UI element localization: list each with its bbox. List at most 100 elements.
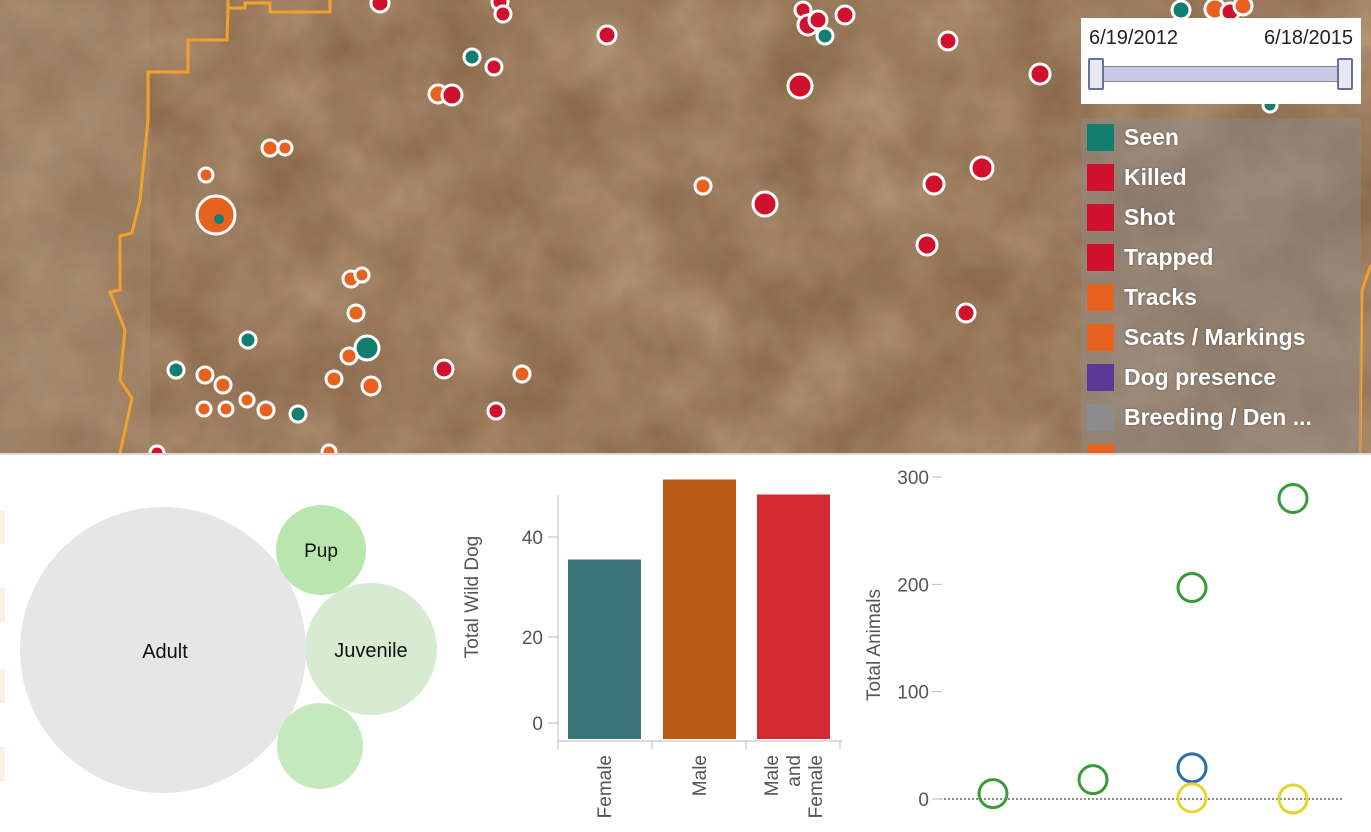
legend-item-shot[interactable]: Shot [1087,202,1175,232]
sighting-marker[interactable] [815,26,835,46]
sighting-marker[interactable] [369,0,391,14]
sighting-marker[interactable] [238,330,258,350]
legend-item-breeding-den[interactable]: Breeding / Den ... [1087,402,1312,432]
sighting-marker[interactable] [512,364,532,384]
sighting-marker[interactable] [693,176,713,196]
sighting-marker[interactable] [751,190,779,218]
sighting-marker[interactable] [360,375,382,397]
sighting-marker[interactable] [969,155,995,181]
legend-label: Scats / Markings [1124,323,1306,350]
sighting-marker[interactable] [1028,62,1052,86]
sighting-marker[interactable] [213,375,233,395]
sighting-marker[interactable] [353,266,371,284]
sighting-marker[interactable] [195,400,213,418]
bubble-pup[interactable] [276,505,366,595]
sighting-marker[interactable] [214,214,224,224]
sighting-marker[interactable] [260,138,280,158]
sighting-marker[interactable] [217,400,235,418]
map-region-west [0,0,150,453]
bar-x-label-word: Female [595,755,616,818]
sighting-marker[interactable] [922,172,946,196]
bar-male[interactable] [663,479,736,740]
sighting-marker[interactable] [433,358,455,380]
legend-swatch [1087,323,1114,351]
scatter-y-axis-title: Total Animals [864,589,885,701]
sighting-marker[interactable] [339,346,359,366]
sighting-marker[interactable] [484,57,504,77]
scatter-point[interactable] [977,778,1009,810]
scatter-point[interactable] [1077,764,1109,796]
sighting-marker[interactable] [1232,0,1254,17]
legend-item-scats-markings[interactable]: Scats / Markings [1087,322,1306,352]
date-range-filter[interactable]: 6/19/2012 6/18/2015 [1081,18,1361,104]
sighting-marker[interactable] [148,444,166,453]
date-slider-end-handle[interactable] [1337,58,1353,90]
sighting-marker[interactable] [288,404,308,424]
sighting-marker[interactable] [493,4,513,24]
legend-label: Trapped [1124,243,1214,270]
sighting-marker[interactable] [195,365,215,385]
sighting-marker[interactable] [276,139,294,157]
sighting-marker[interactable] [807,9,829,31]
sighting-marker[interactable] [353,334,381,362]
bar-y-tick-label: 40 [522,528,543,549]
bubble-unlabeled[interactable] [277,703,363,789]
scatter-point[interactable] [1176,752,1208,784]
date-slider-track[interactable] [1097,66,1345,82]
left-edge-markers [0,510,5,781]
sighting-marker[interactable] [238,391,256,409]
scatter-point[interactable] [1277,482,1309,514]
date-slider-start-handle[interactable] [1088,58,1104,90]
sighting-marker[interactable] [486,401,506,421]
sighting-marker[interactable] [462,47,482,67]
legend-item-trapped[interactable]: Trapped [1087,242,1213,272]
bubble-juvenile[interactable] [305,583,437,715]
scatter-y-tick-label: 200 [897,575,929,596]
sighting-marker[interactable] [937,30,959,52]
bar-x-label: Female [595,755,616,818]
sighting-marker[interactable] [955,302,977,324]
scatter-point[interactable] [1277,783,1309,815]
animals-scatter-chart: Total Animals 0 100 200 300 [864,468,1342,815]
sighting-marker[interactable] [324,369,344,389]
legend-item-killed[interactable]: Killed [1087,162,1187,192]
sighting-marker[interactable] [440,83,464,107]
legend-label: Shot [1124,203,1176,230]
bar-x-label-word: Male [690,755,711,796]
sighting-marker[interactable] [596,24,618,46]
bar-x-label: Male [690,755,711,796]
boundary-line [226,0,332,14]
scatter-point[interactable] [1176,782,1208,814]
sighting-marker[interactable] [346,303,366,323]
legend-label: Killed [1124,163,1187,190]
sighting-marker[interactable] [1170,0,1192,21]
bar-male-and-female[interactable] [757,494,830,740]
scatter-y-tick-label: 300 [897,468,929,489]
bar-female[interactable] [568,559,641,740]
legend-item-tracks[interactable]: Tracks [1087,282,1197,312]
bubble-label-pup: Pup [304,541,338,562]
charts-canvas: Adult Pup Juvenile Total Wild Dog 02040 … [0,468,1342,818]
bubble-adult[interactable] [20,507,306,793]
sighting-markers[interactable] [148,0,1279,453]
legend-swatch [1087,163,1114,191]
panel-divider [0,453,1371,455]
bar-x-label-word: and [784,755,805,787]
sighting-marker[interactable] [320,443,338,453]
bubble-label-juvenile: Juvenile [334,640,407,662]
legend-swatch [1087,123,1114,151]
legend-swatch [1087,443,1114,453]
legend-item-seen[interactable]: Seen [1087,122,1179,152]
sighting-marker[interactable] [197,166,215,184]
sighting-marker[interactable] [915,233,939,257]
scatter-y-tick-label: 0 [918,790,929,811]
legend-item-partial[interactable] [1087,442,1124,453]
sighting-marker[interactable] [834,4,856,26]
legend-item-dog-presence[interactable]: Dog presence [1087,362,1276,392]
date-start-label: 6/19/2012 [1089,27,1178,49]
legend-swatch [1087,403,1114,431]
scatter-point[interactable] [1176,572,1208,604]
sighting-marker[interactable] [166,360,186,380]
sighting-marker[interactable] [256,400,276,420]
sighting-marker[interactable] [786,72,814,100]
